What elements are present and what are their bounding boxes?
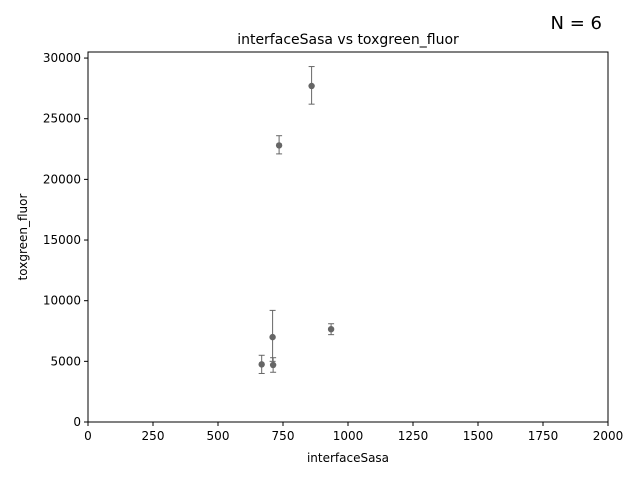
y-tick-label: 20000 (43, 172, 81, 186)
x-axis-label: interfaceSasa (307, 451, 389, 465)
x-tick-label: 1750 (528, 429, 559, 443)
chart-title: interfaceSasa vs toxgreen_fluor (237, 32, 459, 48)
data-point (269, 333, 276, 341)
sample-count-label: N = 6 (550, 13, 602, 34)
x-tick-label: 250 (142, 429, 165, 443)
x-tick-label: 500 (207, 429, 230, 443)
y-axis-label: toxgreen_fluor (16, 194, 30, 281)
data-point (275, 142, 283, 149)
x-tick-label: 750 (272, 429, 295, 443)
plot-frame (87, 51, 609, 423)
x-tick-label: 0 (84, 429, 92, 443)
data-point (308, 82, 315, 90)
y-tick-label: 30000 (43, 51, 81, 65)
x-tick-label: 1500 (463, 429, 494, 443)
y-tick-label: 5000 (50, 354, 81, 368)
data-point (269, 361, 277, 369)
x-tick-label: 1000 (333, 429, 364, 443)
data-point (258, 361, 265, 368)
y-tick-label: 10000 (43, 294, 81, 308)
x-tick-label: 2000 (593, 429, 624, 443)
y-tick-label: 0 (73, 415, 81, 429)
y-tick-label: 15000 (43, 233, 81, 247)
x-tick-label: 1250 (398, 429, 429, 443)
data-point (327, 325, 335, 333)
y-tick-label: 25000 (43, 112, 81, 126)
